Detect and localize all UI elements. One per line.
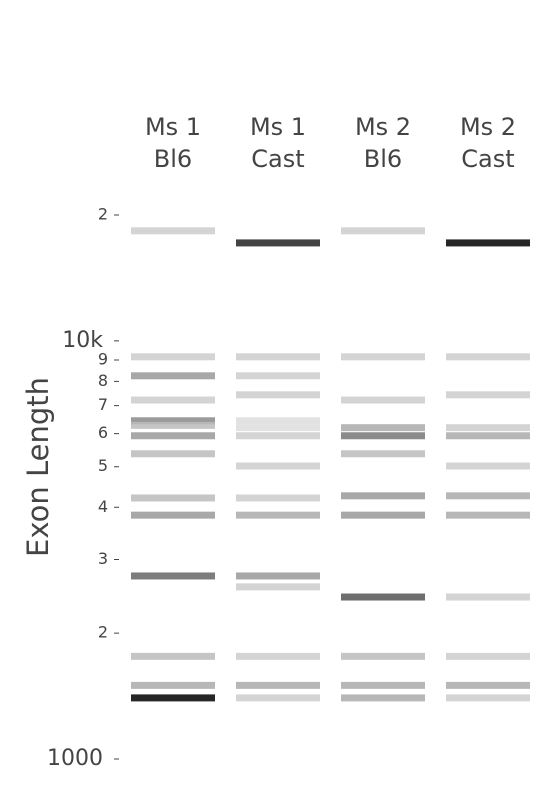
band bbox=[446, 694, 530, 702]
band bbox=[236, 432, 320, 440]
band bbox=[446, 462, 530, 470]
band bbox=[446, 593, 530, 601]
band bbox=[131, 681, 215, 689]
y-tick-label: 6 bbox=[98, 423, 108, 442]
y-axis-title: Exon Length bbox=[21, 377, 55, 557]
lane-label: Bl6 bbox=[364, 145, 402, 173]
band bbox=[236, 511, 320, 519]
y-tick-label: 3 bbox=[98, 549, 108, 568]
y-tick-label: 2 bbox=[98, 205, 108, 224]
band bbox=[446, 239, 530, 247]
band bbox=[236, 462, 320, 470]
band bbox=[341, 593, 425, 601]
band bbox=[131, 372, 215, 380]
band bbox=[236, 583, 320, 591]
band bbox=[446, 424, 530, 432]
band bbox=[341, 492, 425, 500]
band bbox=[446, 492, 530, 500]
band bbox=[341, 432, 425, 440]
lane-label: Ms 1 bbox=[250, 113, 306, 141]
band bbox=[131, 652, 215, 660]
band bbox=[341, 694, 425, 702]
band bbox=[341, 681, 425, 689]
band bbox=[446, 353, 530, 361]
lane-label: Ms 2 bbox=[460, 113, 516, 141]
band bbox=[236, 494, 320, 502]
band bbox=[131, 432, 215, 440]
lane-label: Bl6 bbox=[154, 145, 192, 173]
lane-label: Cast bbox=[461, 145, 514, 173]
lane-label: Ms 1 bbox=[145, 113, 201, 141]
band bbox=[446, 652, 530, 660]
band bbox=[131, 450, 215, 458]
band bbox=[236, 391, 320, 399]
band bbox=[236, 353, 320, 361]
band bbox=[131, 396, 215, 404]
band bbox=[341, 652, 425, 660]
band bbox=[341, 227, 425, 235]
band bbox=[341, 511, 425, 519]
band bbox=[446, 391, 530, 399]
lane-label: Ms 2 bbox=[355, 113, 411, 141]
band bbox=[131, 694, 215, 702]
band bbox=[131, 572, 215, 580]
band bbox=[236, 652, 320, 660]
band bbox=[131, 421, 215, 429]
y-tick-label: 9 bbox=[98, 350, 108, 369]
band bbox=[236, 424, 320, 432]
lane-label: Cast bbox=[251, 145, 304, 173]
y-tick-label: 2 bbox=[98, 623, 108, 642]
band bbox=[446, 432, 530, 440]
band bbox=[131, 353, 215, 361]
band bbox=[341, 450, 425, 458]
y-tick-label: 7 bbox=[98, 395, 108, 414]
band bbox=[131, 511, 215, 519]
band bbox=[446, 681, 530, 689]
band bbox=[236, 694, 320, 702]
y-tick-label: 1000 bbox=[47, 746, 103, 771]
band bbox=[236, 417, 320, 425]
band bbox=[131, 417, 215, 425]
y-tick-label: 8 bbox=[98, 371, 108, 390]
band bbox=[236, 372, 320, 380]
band bbox=[131, 227, 215, 235]
band bbox=[341, 424, 425, 432]
band bbox=[236, 239, 320, 247]
y-tick-label: 10k bbox=[62, 328, 103, 353]
band bbox=[446, 511, 530, 519]
y-tick-label: 5 bbox=[98, 456, 108, 475]
y-tick-label: 4 bbox=[98, 497, 108, 516]
band bbox=[341, 353, 425, 361]
band bbox=[236, 681, 320, 689]
band bbox=[131, 494, 215, 502]
band bbox=[236, 572, 320, 580]
band bbox=[341, 396, 425, 404]
